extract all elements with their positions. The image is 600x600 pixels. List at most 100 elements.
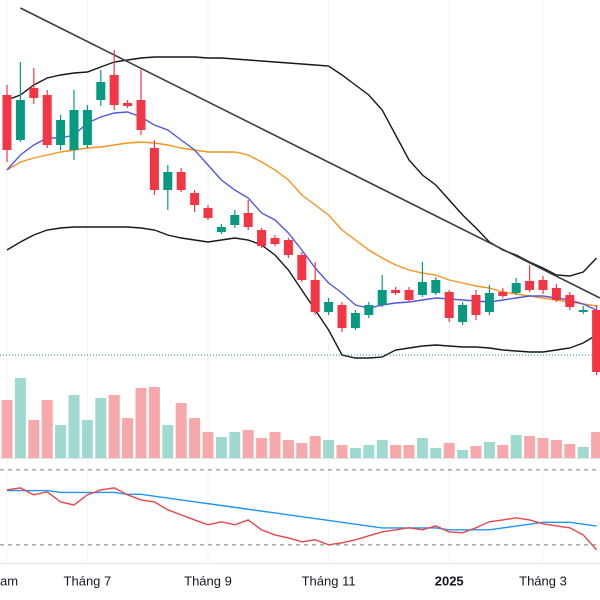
volume-bar [497,445,509,458]
volume-bar [175,403,187,458]
volume-bar [68,395,80,458]
candle-body [391,290,401,293]
volume-bar [81,420,93,458]
candle-body [565,295,575,307]
candle-body [29,88,39,98]
candle-body [149,148,159,190]
x-tick-label: 2025 [435,573,464,588]
volume-bar [41,400,53,458]
x-tick-label: Tháng 3 [519,573,567,588]
volume-bar [577,447,589,458]
candle-body [444,292,454,318]
volume-bar [135,388,147,458]
candle-body [310,280,320,312]
x-tick-label: Tháng 7 [64,573,112,588]
candle-body [96,82,106,100]
candle-body [364,305,374,315]
x-tick-label: Tháng 11 [302,573,356,588]
candle-body [324,302,334,312]
candle-body [417,282,427,295]
candle-body [2,95,12,150]
candle-body [431,280,441,293]
candle-body [257,230,267,246]
trend-line [20,7,600,299]
indicator-line [6,226,597,359]
candle-body [283,240,293,255]
volume-bar [591,432,600,458]
oscillator-line [6,487,598,551]
candle-body [69,110,79,150]
candle-body [471,295,481,315]
volume-bar [537,438,549,458]
volume-bar [376,440,388,458]
candle-body [15,100,25,140]
candle-body [56,120,66,145]
volume-bar [443,443,455,458]
volume-bar [416,438,428,458]
volume-bar [242,430,254,458]
candle-body [511,283,521,293]
candle-body [525,281,535,290]
candle-body [176,172,186,190]
volume-bar [202,432,214,458]
candle-body [377,290,387,305]
candle-body [498,292,508,296]
volume-bar [148,387,160,458]
volume-bar [95,398,107,458]
volume-bar [430,448,442,458]
volume-bar [14,378,26,458]
volume-bar [55,425,67,458]
candle-body [350,313,360,328]
volume-bar [524,436,536,458]
volume-bar [564,444,576,458]
volume-bar [403,445,415,458]
volume-bar [296,443,308,458]
volume-bar [390,445,402,458]
volume-bar [336,445,348,458]
volume-bar [457,450,469,458]
volume-bar [229,432,241,458]
candle-body [123,103,133,106]
volume-bar [189,418,201,458]
volume-bar [323,440,335,458]
volume-bar [162,425,174,458]
indicator-line [6,111,597,311]
indicator-line [6,141,597,307]
x-tick-label: Tháng 9 [184,573,232,588]
volume-bar [108,395,120,458]
volume-bar [282,440,294,458]
volume-bar [1,400,13,458]
volume-bar [309,436,321,458]
volume-bar [215,437,227,458]
oscillator-line [7,489,597,531]
candle-body [458,305,468,322]
candle-body [230,215,240,225]
candle-body [270,238,280,244]
candle-body [592,310,600,372]
volume-bar [470,446,482,458]
candle-body [243,213,253,227]
candle-body [163,172,173,190]
candle-body [484,293,494,312]
x-tick-label: am [0,573,18,588]
candle-body [203,208,213,218]
candle-body [297,255,307,280]
candle-body [42,95,52,145]
volume-bar [483,442,495,458]
indicator-line [6,56,598,277]
candle-body [578,310,588,312]
volume-bar [349,448,361,458]
volume-bar [28,420,40,458]
volume-bar [550,440,562,458]
volume-bar [363,445,375,458]
volume-bar [269,432,281,458]
candle-body [109,75,119,105]
candle-body [190,193,200,205]
candle-body [337,305,347,328]
volume-bar [256,438,268,458]
candle-body [136,100,146,130]
candle-body [538,280,548,290]
candle-body [216,227,226,232]
